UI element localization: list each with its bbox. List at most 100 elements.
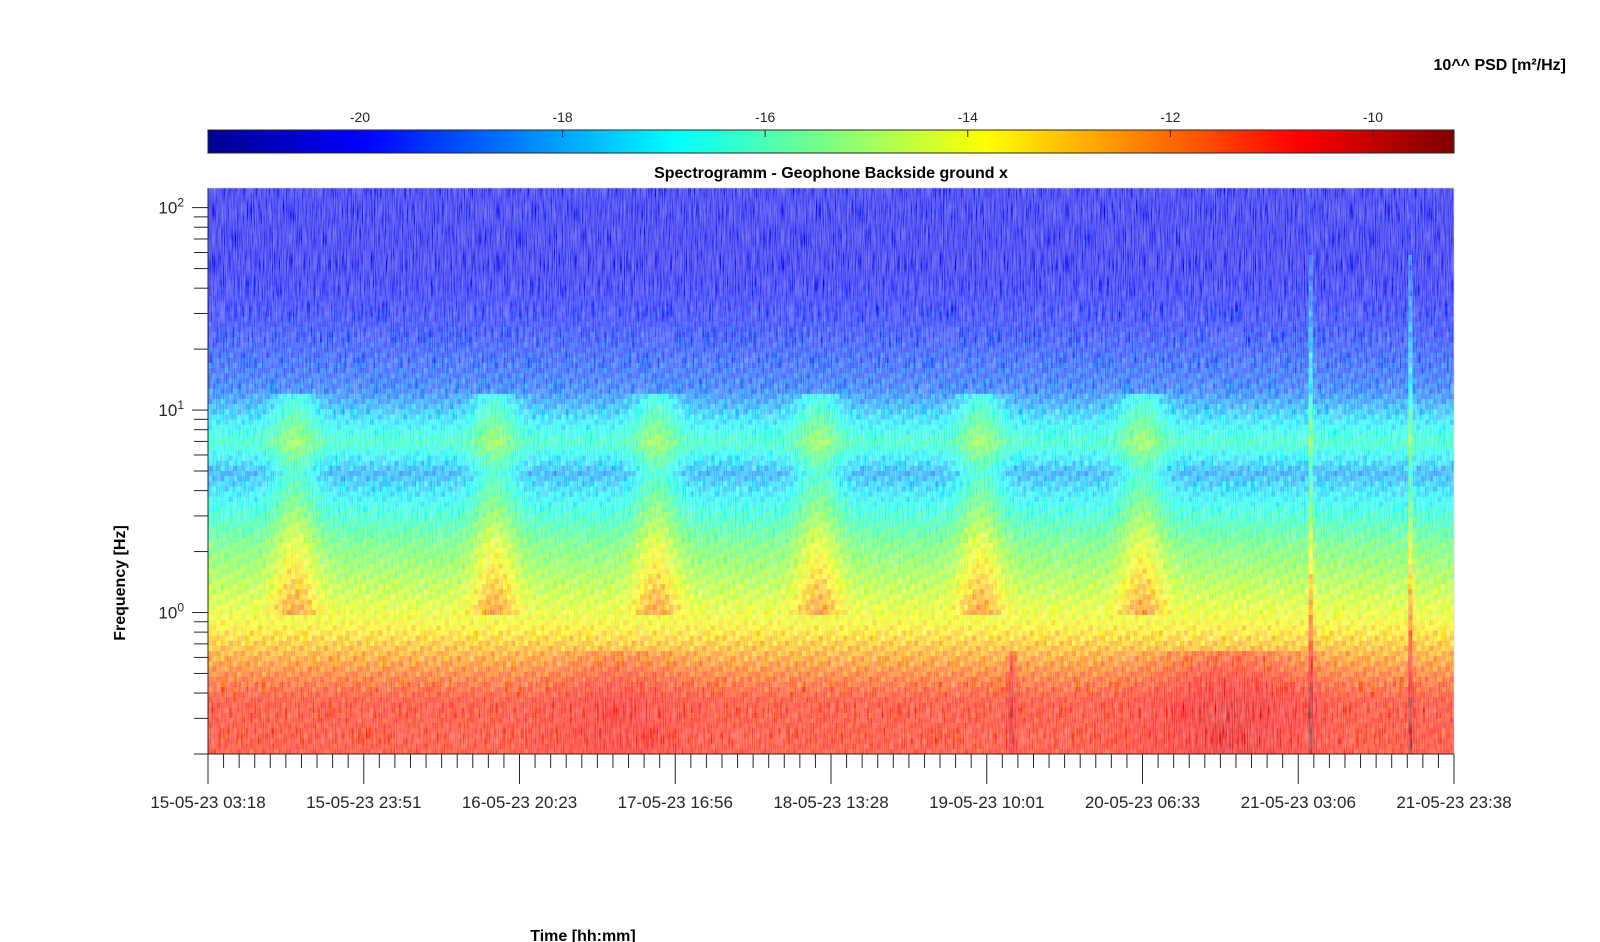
heatmap-cell	[698, 224, 703, 230]
heatmap-cell	[918, 260, 923, 266]
heatmap-cell	[428, 213, 433, 220]
heatmap-cell	[1096, 229, 1102, 235]
heatmap-cell	[216, 188, 222, 194]
heatmap-cell	[548, 270, 554, 277]
heatmap-cell	[369, 265, 375, 271]
heatmap-cell	[1105, 188, 1110, 194]
heatmap-cell	[461, 234, 467, 241]
heatmap-cell	[1030, 234, 1036, 241]
heatmap-cell	[1292, 265, 1297, 271]
heatmap-cell	[303, 208, 309, 215]
heatmap-cell	[232, 224, 238, 230]
heatmap-cell	[1283, 244, 1289, 251]
heatmap-cell	[972, 213, 977, 220]
heatmap-cell	[797, 239, 803, 246]
heatmap-cell	[793, 244, 799, 251]
heatmap-cell	[1121, 229, 1127, 235]
heatmap-cell	[473, 239, 479, 246]
heatmap-cell	[1188, 260, 1193, 266]
heatmap-cell	[644, 229, 649, 235]
colorbar-tick-label: -14	[958, 109, 978, 125]
heatmap-cell	[814, 270, 820, 277]
heatmap-cell	[880, 224, 886, 230]
heatmap-cell	[581, 249, 587, 256]
heatmap-cell	[212, 249, 217, 256]
heatmap-cell	[1179, 203, 1185, 210]
heatmap-cell	[839, 270, 845, 277]
heatmap-cell	[1449, 213, 1454, 220]
heatmap-cell	[340, 270, 346, 277]
heatmap-cell	[822, 229, 828, 235]
heatmap-cell	[590, 234, 595, 241]
heatmap-cell	[1333, 239, 1339, 246]
heatmap-cell	[1059, 249, 1065, 256]
heatmap-cell	[457, 249, 462, 256]
heatmap-cell	[585, 188, 591, 194]
heatmap-cell	[556, 224, 562, 230]
heatmap-cell	[536, 198, 541, 205]
heatmap-cell	[245, 260, 251, 266]
heatmap-cell	[386, 244, 392, 251]
heatmap-cell	[714, 249, 720, 256]
heatmap-cell	[428, 239, 433, 246]
heatmap-cell	[959, 260, 965, 266]
heatmap-cell	[1341, 188, 1347, 194]
heatmap-cell	[432, 213, 438, 220]
heatmap-cell	[652, 213, 658, 220]
heatmap-cell	[1080, 244, 1085, 251]
heatmap-cell	[901, 260, 907, 266]
heatmap-cell	[893, 239, 899, 246]
heatmap-cell	[1225, 254, 1231, 261]
heatmap-cell	[419, 203, 425, 210]
heatmap-cell	[581, 213, 587, 220]
heatmap-cell	[1325, 213, 1330, 220]
heatmap-cell	[1063, 260, 1069, 266]
heatmap-cell	[332, 260, 338, 266]
heatmap-cell	[1167, 249, 1173, 256]
heatmap-cell	[1121, 213, 1127, 220]
heatmap-cell	[598, 198, 604, 205]
heatmap-cell	[1038, 193, 1044, 199]
heatmap-cell	[536, 239, 541, 246]
heatmap-cell	[1354, 260, 1360, 266]
heatmap-cell	[390, 213, 396, 220]
heatmap-cell	[689, 239, 695, 246]
heatmap-cell	[399, 254, 404, 261]
heatmap-cell	[1088, 218, 1094, 225]
heatmap-cell	[648, 260, 653, 266]
heatmap-cell	[590, 239, 595, 246]
heatmap-cell	[718, 218, 724, 225]
heatmap-cell	[1196, 203, 1202, 210]
heatmap-cell	[1138, 239, 1144, 246]
heatmap-cell	[1312, 224, 1318, 230]
heatmap-cell	[872, 198, 878, 205]
heatmap-cell	[569, 213, 575, 220]
heatmap-cell	[976, 244, 982, 251]
heatmap-cell	[814, 265, 820, 271]
heatmap-cell	[909, 239, 915, 246]
heatmap-cell	[1142, 218, 1148, 225]
heatmap-cell	[880, 213, 886, 220]
heatmap-cell	[610, 198, 616, 205]
heatmap-cell	[282, 218, 288, 225]
heatmap-cell	[739, 218, 745, 225]
heatmap-cell	[295, 224, 300, 230]
heatmap-cell	[581, 218, 587, 225]
heatmap-cell	[905, 260, 911, 266]
heatmap-cell	[1350, 213, 1355, 220]
heatmap-cell	[714, 239, 720, 246]
heatmap-cell	[1275, 239, 1281, 246]
heatmap-cell	[1134, 229, 1139, 235]
heatmap-cell	[1412, 208, 1418, 215]
heatmap-cell	[523, 218, 529, 225]
heatmap-cell	[1354, 213, 1360, 220]
heatmap-cell	[486, 198, 492, 205]
heatmap-cell	[1254, 198, 1260, 205]
heatmap-cell	[1192, 224, 1198, 230]
heatmap-cell	[1449, 249, 1454, 256]
heatmap-cell	[536, 234, 541, 241]
heatmap-cell	[739, 270, 745, 277]
heatmap-cell	[714, 265, 720, 271]
heatmap-cell	[826, 234, 832, 241]
heatmap-cell	[457, 265, 462, 271]
